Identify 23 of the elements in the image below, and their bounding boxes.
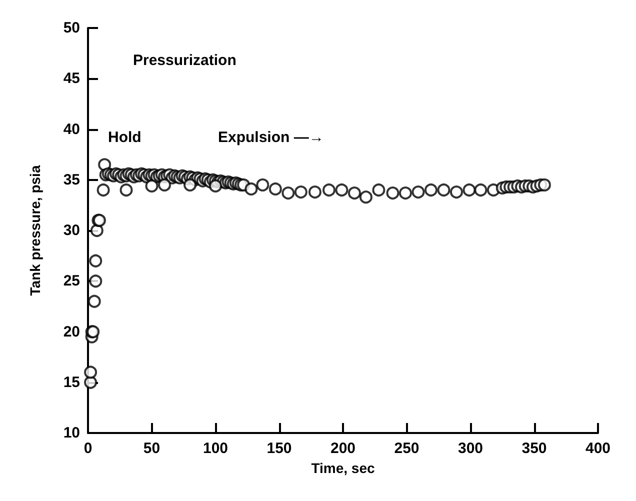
annotation: Expulsion —→ [218,129,324,146]
y-tick-label: 25 [63,272,80,290]
x-tick-label: 100 [202,440,228,457]
y-axis-title: Tank pressure, psia [27,165,43,296]
x-tick-label: 300 [458,440,484,457]
x-tick-label: 350 [522,440,547,457]
y-tick-label: 15 [63,374,80,391]
y-tick-label: 10 [63,424,80,442]
annotation: Hold [108,129,142,146]
y-tick-label: 30 [63,222,80,239]
x-tick-label: 150 [266,440,292,457]
x-tick-label: 0 [84,440,92,457]
x-tick-label: 50 [143,440,160,457]
y-tick-label: 45 [63,70,80,88]
y-tick-label: 35 [63,171,80,188]
x-tick-label: 250 [394,440,420,457]
y-tick-label: 40 [63,120,80,138]
annotation: Pressurization [133,52,236,69]
x-tick-label: 400 [585,440,611,457]
y-tick-label: 50 [63,20,80,36]
y-tick-label: 20 [63,323,80,340]
x-axis-title: Time, sec [311,460,375,476]
x-tick-label: 200 [330,440,356,457]
